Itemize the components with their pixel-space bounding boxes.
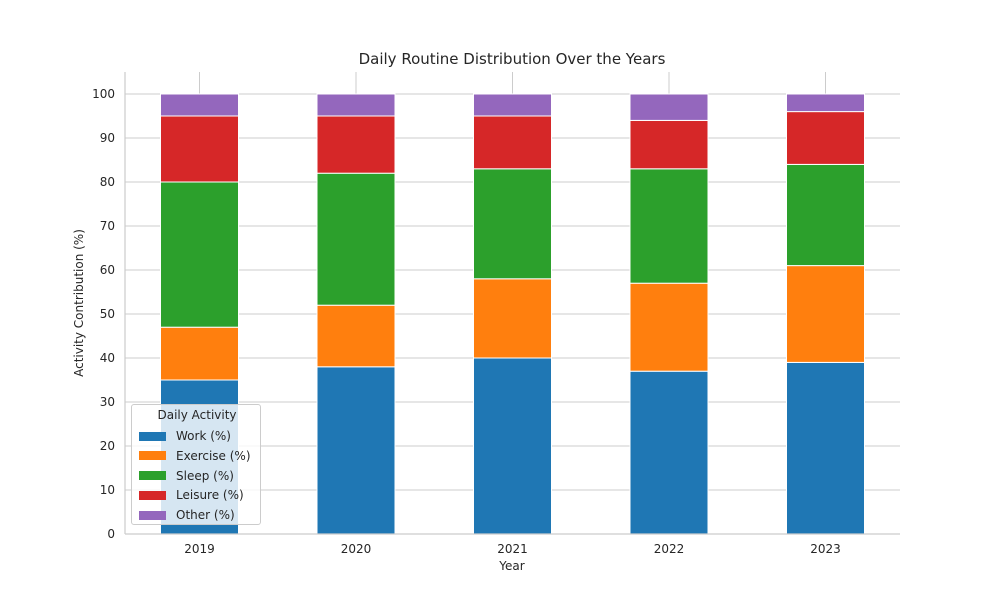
y-tick-label: 10	[100, 483, 115, 497]
x-tick-label: 2019	[184, 542, 215, 556]
legend-label: Other (%)	[176, 508, 235, 523]
x-tick-label: 2021	[497, 542, 528, 556]
x-axis-label: Year	[498, 559, 524, 573]
x-tick-label: 2023	[810, 542, 841, 556]
axes	[124, 72, 900, 535]
y-axis-label: Activity Contribution (%)	[72, 229, 86, 377]
bar-segment	[786, 111, 865, 165]
legend: Daily Activity Work (%) Exercise (%) Sleep…	[131, 404, 261, 525]
y-tick-label: 0	[107, 527, 115, 541]
bar-segment	[629, 119, 709, 170]
x-tick-label: 2020	[341, 542, 372, 556]
bar-segment	[316, 172, 396, 306]
tick-labels: 0 10 20 30 40 50 60 70 80 90 100 2019 2020 2021 2022 20…	[92, 87, 841, 556]
legend-label: Leisure (%)	[176, 488, 244, 503]
legend-swatch	[139, 451, 166, 461]
legend-item: Work (%)	[139, 428, 231, 444]
y-tick-label: 40	[100, 351, 115, 365]
bar-segment	[629, 282, 709, 372]
bar-segment	[473, 93, 552, 117]
bar-segment	[629, 370, 709, 535]
legend-label: Sleep (%)	[176, 468, 234, 483]
legend-item: Leisure (%)	[139, 487, 244, 503]
bar-segment	[473, 357, 552, 535]
bar-segment	[160, 326, 239, 381]
y-tick-label: 60	[100, 263, 115, 277]
legend-item: Sleep (%)	[139, 468, 234, 484]
bar-segment	[316, 366, 396, 535]
bar-segment	[160, 115, 239, 183]
bar-segment	[316, 93, 396, 117]
legend-item: Exercise (%)	[139, 448, 251, 464]
bar-segment	[629, 168, 709, 284]
y-tick-label: 50	[100, 307, 115, 321]
bar-segment	[160, 93, 239, 117]
bar-segment	[473, 115, 552, 170]
bar-segment	[786, 265, 865, 363]
bar-segment	[629, 93, 709, 121]
y-tick-label: 30	[100, 395, 115, 409]
y-tick-label: 90	[100, 131, 115, 145]
legend-swatch	[139, 431, 166, 441]
bar-segment	[473, 168, 552, 280]
legend-swatch	[139, 490, 166, 500]
bar-segment	[786, 361, 865, 535]
bar-segment	[786, 93, 865, 113]
y-tick-label: 70	[100, 219, 115, 233]
legend-swatch	[139, 471, 166, 481]
legend-label: Exercise (%)	[176, 448, 251, 463]
legend-item: Other (%)	[139, 507, 235, 523]
x-tick-label: 2022	[654, 542, 685, 556]
y-tick-label: 80	[100, 175, 115, 189]
bar-segment	[473, 278, 552, 359]
bar-segment	[786, 163, 865, 267]
legend-title: Daily Activity	[157, 408, 237, 422]
bar-segment	[160, 181, 239, 328]
legend-label: Work (%)	[176, 429, 231, 443]
bar-segment	[316, 304, 396, 368]
y-tick-label: 100	[92, 87, 115, 101]
chart-title: Daily Routine Distribution Over the Year…	[359, 50, 666, 68]
y-tick-label: 20	[100, 439, 115, 453]
bar-segment	[316, 115, 396, 174]
legend-swatch	[139, 510, 166, 520]
